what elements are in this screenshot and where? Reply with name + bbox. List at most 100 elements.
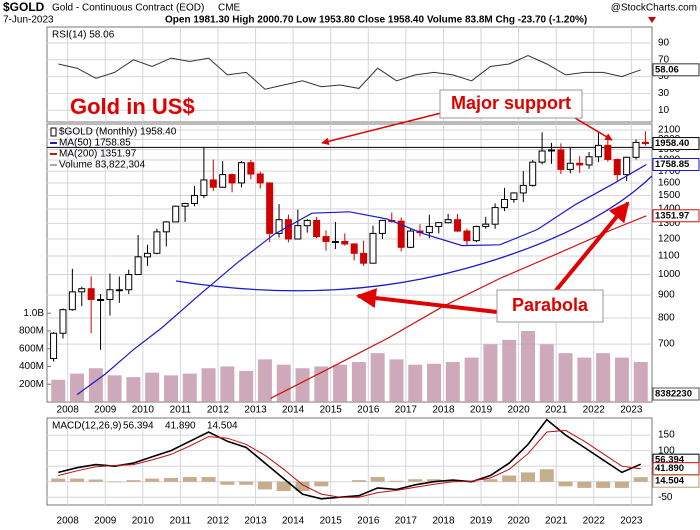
candle-body: [97, 298, 105, 301]
volume-bar: [145, 372, 160, 402]
histogram-bar: [389, 480, 404, 482]
candle-body: [350, 243, 358, 254]
y-tick-label: 10: [658, 105, 670, 116]
y-tick-label: 800: [658, 313, 675, 324]
histogram-bar: [502, 475, 517, 482]
last-value-box: [652, 137, 700, 151]
histogram-bar: [145, 478, 160, 482]
y-tick-label: 150: [658, 430, 675, 441]
annotation-box: [496, 289, 604, 323]
macd-line: [58, 418, 642, 500]
x-tick-label: 2023: [620, 405, 643, 416]
x-tick-label: 2016: [357, 405, 380, 416]
y-tick-label: -50: [658, 492, 673, 503]
last-value-label: 58.06: [655, 64, 679, 75]
volume-bar: [445, 362, 460, 402]
candle-body: [491, 207, 499, 225]
volume-bar: [333, 364, 348, 402]
x-tick-label: 2009: [94, 516, 117, 527]
candle-body: [454, 219, 462, 232]
candle-body: [219, 174, 227, 188]
candle-body: [275, 219, 283, 234]
volume-bar: [257, 359, 272, 402]
candle-body: [144, 252, 152, 258]
histogram-bar: [257, 481, 272, 490]
parabola-curve: [175, 175, 653, 292]
histogram-bar: [164, 477, 179, 482]
candle-body: [190, 195, 198, 204]
candle-body: [463, 230, 471, 242]
candle-body: [68, 291, 76, 311]
y-tick-label: 100: [658, 445, 675, 456]
histogram-bar: [633, 477, 648, 482]
instrument-name: Gold - Continuous Contract (EOD): [52, 3, 204, 14]
last-value-label: 41.890: [655, 463, 684, 474]
volume-bar: [88, 368, 103, 402]
y-tick-label: 50: [658, 71, 670, 82]
x-tick-label: 2015: [320, 516, 343, 527]
x-tick-label: 2022: [583, 516, 606, 527]
last-value-box: [652, 157, 700, 171]
candle-body: [472, 225, 480, 242]
volume-bar: [539, 344, 554, 402]
x-tick-label: 2019: [470, 516, 493, 527]
volume-bar: [351, 362, 366, 402]
candle-body: [162, 221, 170, 233]
y-tick-label: 70: [658, 54, 670, 65]
candle-body: [632, 141, 640, 158]
legend-entry: Volume 83,822,304: [59, 160, 146, 171]
histogram-bar: [614, 481, 629, 488]
macd-line: [58, 429, 641, 498]
legend-entry: MA(200) 1351.97: [59, 149, 137, 160]
y-tick-label: 1600: [658, 178, 681, 189]
y-tick-label: 1700: [658, 166, 681, 177]
x-tick-label: 2011: [170, 405, 192, 416]
volume-bar: [126, 377, 141, 402]
candle-body: [576, 162, 584, 166]
candle-body: [256, 173, 264, 184]
candle-body: [529, 161, 537, 186]
date: 7-Jun-2023: [3, 15, 54, 26]
y-tick-label: 90: [658, 38, 670, 49]
annotation-title: Gold in US$: [70, 94, 195, 119]
y2-tick-label: 1.0B: [23, 308, 44, 319]
quote: Open 1981.30 High 2000.70 Low 1953.80 Cl…: [165, 15, 587, 26]
y-tick-label: 900: [658, 290, 675, 301]
histogram-bar: [276, 481, 291, 492]
y2-tick-label: 400M: [19, 361, 44, 372]
candle-body: [369, 232, 377, 264]
histogram-bar: [445, 480, 460, 482]
histogram-bar: [596, 481, 611, 488]
volume-bar: [295, 368, 310, 402]
candle-body: [585, 156, 593, 166]
volume-bar: [389, 359, 404, 402]
volume-bar: [577, 357, 592, 402]
last-value-label: 1758.85: [655, 159, 690, 170]
x-tick-label: 2017: [395, 405, 418, 416]
histogram-bar: [558, 481, 573, 487]
legend-value: 41.890: [165, 421, 196, 432]
candle-body: [594, 144, 602, 158]
histogram-bar: [314, 481, 329, 487]
parabola-arrow: [546, 201, 630, 302]
candle-body: [397, 220, 405, 248]
x-tick-label: 2022: [583, 405, 606, 416]
y-tick-label: 30: [658, 88, 670, 99]
candle-body: [425, 225, 433, 234]
legend-value: 14.504: [207, 421, 238, 432]
x-tick-label: 2016: [357, 516, 380, 527]
candle-body: [247, 162, 255, 175]
annotation-parabola: Parabola: [512, 295, 589, 315]
panel-legend: RSI(14) 58.06: [52, 30, 115, 41]
volume-bar: [408, 364, 423, 402]
candle-body: [313, 219, 321, 238]
last-value-label: 1351.97: [655, 210, 689, 221]
candle-body: [266, 182, 274, 234]
x-tick-label: 2020: [507, 405, 530, 416]
candle-body: [59, 309, 67, 334]
y2-tick-label: 200M: [19, 379, 44, 390]
legend-entry: MA(50) 1758.85: [59, 138, 131, 149]
candle-body: [482, 223, 490, 227]
histogram-bar: [126, 480, 141, 482]
